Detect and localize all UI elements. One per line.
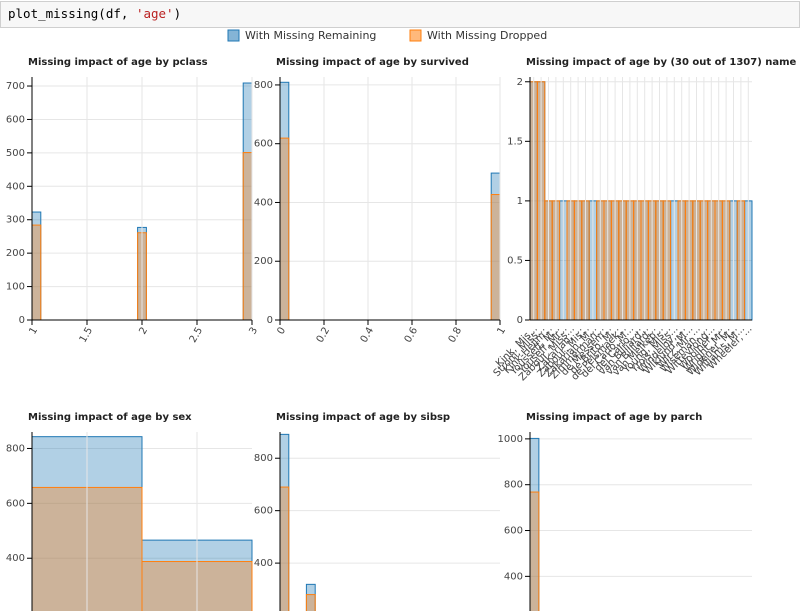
y-tick-label: 200 [6,248,25,259]
y-tick-label: 500 [6,148,25,159]
y-tick-label: 600 [254,506,273,517]
y-tick-label: 1000 [498,434,523,445]
chart-title: Missing impact of age by sibsp [276,412,450,423]
code-text: plot_missing(df, 'age') [8,6,181,21]
y-tick-label: 700 [6,81,25,92]
x-tick-label: 0 [275,326,288,337]
y-tick-label: 100 [6,282,25,293]
y-tick-label: 800 [254,80,273,91]
x-tick-label: 1.5 [78,326,95,345]
y-tick-label: 400 [6,181,25,192]
legend-label: With Missing Dropped [427,29,547,42]
y-tick-label: 600 [6,114,25,125]
code-cell[interactable] [0,1,800,28]
code-token: ) [174,6,182,21]
y-tick-label: 0.5 [507,255,523,266]
legend-swatch [409,29,422,42]
y-tick-label: 0 [19,315,25,326]
x-tick-label: 0.2 [315,326,332,345]
y-tick-label: 400 [254,558,273,569]
y-tick-label: 400 [6,553,25,564]
y-tick-label: 2 [517,77,523,88]
y-tick-label: 200 [254,256,273,267]
x-tick-label: 0.8 [447,326,464,345]
x-tick-label: 1 [27,326,40,337]
legend: With Missing Remaining With Missing Dropp… [227,29,547,42]
x-tick-label: 2.5 [188,326,205,345]
y-tick-label: 0 [517,315,523,326]
bar [279,137,290,321]
x-tick-label: 3 [247,326,260,337]
x-tick-label: 2 [137,326,150,337]
y-tick-label: 1 [517,196,523,207]
y-tick-label: 800 [6,443,25,454]
y-tick-label: 800 [504,480,523,491]
bar [31,224,42,321]
chart-title: Missing impact of age by parch [526,412,702,423]
y-tick-label: 600 [6,498,25,509]
y-tick-label: 600 [254,139,273,150]
chart-title: Missing impact of age by pclass [28,57,208,68]
bar [490,194,501,321]
code-string: 'age' [136,6,174,21]
bar [279,486,290,611]
x-tick-label: 1 [495,326,508,337]
bar [305,594,316,611]
bars [279,433,316,611]
y-tick-label: 800 [254,453,273,464]
bars [279,81,501,321]
y-tick-label: 1.5 [507,136,523,147]
chart-title: Missing impact of age by (30 out of 1307… [526,57,797,68]
chart-title: Missing impact of age by survived [276,57,469,68]
bar [242,152,253,321]
y-tick-label: 600 [504,526,523,537]
y-tick-label: 300 [6,215,25,226]
x-tick-label: 0.6 [403,326,420,345]
code-token: plot_missing(df, [8,6,136,21]
legend-label: With Missing Remaining [245,29,376,42]
y-tick-label: 400 [254,197,273,208]
legend-swatch [227,29,240,42]
y-tick-label: 400 [504,571,523,582]
bars [529,437,540,611]
bar [305,583,316,611]
charts: Missing impact of age by pclass010020030… [6,57,797,611]
y-tick-label: 0 [267,315,273,326]
x-tick-label: 0.4 [359,326,376,345]
chart-title: Missing impact of age by sex [28,412,192,423]
bars [31,436,253,611]
bar [529,491,540,611]
